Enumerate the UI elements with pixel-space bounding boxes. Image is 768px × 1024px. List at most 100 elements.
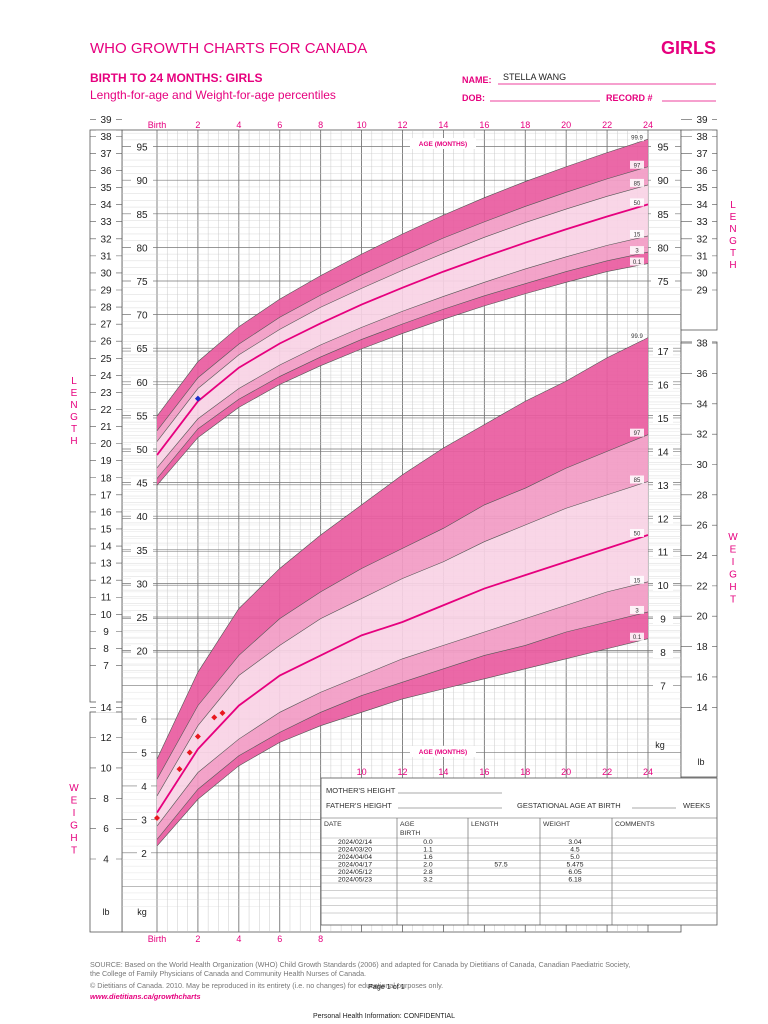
left-kg-tick-bg [137, 813, 151, 826]
left-length-label-letter: T [71, 424, 77, 435]
right-weight-label-letter: T [730, 595, 736, 606]
length-patient-point-0 [194, 395, 201, 402]
right-kg-tick: 17 [657, 347, 669, 358]
right-lb-tick: 28 [696, 490, 708, 501]
length-percentile-tag-bg [630, 246, 644, 255]
top-month-tick: 6 [277, 120, 282, 130]
right-in-tick: 31 [696, 251, 708, 262]
mid-month-tick: 16 [479, 767, 489, 777]
right-lb-tick-bg [692, 428, 712, 440]
length-percentile-line-50 [156, 203, 649, 456]
right-weight-label-letter: H [729, 582, 736, 593]
left-length-label-letter: L [71, 376, 77, 387]
left-cm-tick-bg [131, 241, 153, 254]
weight-patient-point-4 [211, 714, 218, 721]
right-cm-tick-bg [651, 241, 675, 254]
left-cm-tick: 50 [136, 445, 148, 456]
right-kg-tick: 11 [658, 548, 669, 559]
right-kg-tick-bg [653, 345, 673, 358]
table-cell-date: 2024/03/20 [338, 847, 372, 854]
left-lb-unit: lb [102, 907, 109, 917]
left-in-tick: 36 [100, 166, 112, 177]
table-column-header: COMMENTS [615, 821, 655, 828]
weight-percentile-line-99.9 [156, 337, 649, 760]
left-in-tick: 27 [100, 320, 112, 331]
website-link[interactable]: www.dietitians.ca/growthcharts [90, 992, 201, 1001]
chart-subtitle-2: Length-for-age and Weight-for-age percen… [90, 88, 336, 102]
table-cell-age: 3.2 [423, 877, 433, 884]
weight-percentile-label-99.9: 99.9 [631, 334, 643, 340]
name-value[interactable]: STELLA WANG [503, 72, 566, 82]
left-cm-tick-bg [131, 207, 153, 220]
left-in-tick: 10 [100, 610, 112, 621]
left-in-tick-bg [96, 574, 116, 586]
age-months-label-mid: AGE (MONTHS) [419, 749, 467, 756]
right-lb-tick: 24 [696, 551, 708, 562]
right-kg-tick: 15 [657, 414, 669, 425]
weight-percentile-tag-bg [630, 475, 644, 484]
table-column-header: AGE [400, 821, 415, 828]
weight-band-97-99.9 [157, 337, 648, 780]
length-percentile-line-0.1 [156, 263, 649, 486]
left-in-tick: 30 [100, 268, 112, 279]
right-lb-tick: 32 [696, 430, 708, 441]
right-in-tick-bg [692, 266, 712, 278]
left-lb-tick-bg [96, 822, 116, 834]
left-length-label-letter: H [70, 436, 77, 447]
left-in-tick-bg [96, 591, 116, 603]
left-cm-tick: 65 [136, 344, 148, 355]
right-lb-tick-bg [692, 397, 712, 409]
left-in-tick: 8 [103, 644, 109, 655]
left-cm-tick: 60 [136, 378, 148, 389]
table-cell-date: 2024/04/17 [338, 862, 372, 869]
left-in-tick-bg [96, 608, 116, 620]
length-percentile-label-97: 97 [634, 163, 641, 169]
right-cm-tick: 85 [657, 210, 669, 221]
length-percentile-line-3 [156, 251, 649, 479]
right-lb-tick: 22 [696, 581, 708, 592]
measurement-table-frame [320, 777, 718, 926]
left-cm-tick-bg [131, 510, 153, 523]
table-column-header: LENGTH [471, 821, 499, 828]
right-lb-tick: 18 [696, 642, 708, 653]
left-cm-tick: 90 [136, 176, 148, 187]
table-column-header: WEIGHT [543, 821, 570, 828]
left-in-tick-bg [96, 113, 116, 125]
left-cm-tick: 20 [136, 647, 148, 658]
left-in-tick: 7 [103, 661, 109, 672]
left-in-tick-bg [96, 215, 116, 227]
left-kg-tick-bg [137, 846, 151, 859]
right-lb-tick-bg [692, 337, 712, 349]
right-length-label-letter: H [729, 260, 736, 271]
left-lb-tick-bg [96, 731, 116, 743]
right-kg-tick: 16 [657, 380, 669, 391]
weight-patient-point-3 [194, 733, 201, 740]
right-in-tick-bg [692, 113, 712, 125]
top-month-tick: 12 [397, 120, 407, 130]
age-months-label-top-bg [410, 138, 476, 149]
left-in-tick-bg [96, 403, 116, 415]
left-weight-label-letter: T [71, 846, 77, 857]
left-in-tick-bg [96, 540, 116, 552]
mid-month-tick: 10 [357, 767, 367, 777]
right-kg-tick: 12 [657, 514, 669, 525]
right-length-label-letter: L [730, 200, 736, 211]
right-weight-label-letter: I [732, 557, 735, 568]
table-cell-weight: 3.04 [568, 839, 581, 846]
right-lb-tick-bg [692, 519, 712, 531]
left-lb-tick-bg [96, 761, 116, 773]
table-cell-weight: 6.05 [568, 869, 581, 876]
weeks-label: WEEKS [683, 801, 710, 810]
left-in-tick: 25 [100, 354, 112, 365]
left-cm-tick: 25 [136, 613, 148, 624]
right-kg-tick-bg [653, 679, 673, 692]
left-cm-tick-bg [131, 409, 153, 422]
right-lb-tick: 26 [696, 521, 708, 532]
left-in-tick: 16 [100, 507, 112, 518]
right-length-label-letter: E [730, 212, 737, 223]
weight-percentile-line-97 [156, 434, 649, 780]
table-cell-date: 2024/05/12 [338, 869, 372, 876]
right-in-tick-bg [692, 181, 712, 193]
left-in-tick-bg [96, 198, 116, 210]
mid-month-tick: 12 [397, 767, 407, 777]
